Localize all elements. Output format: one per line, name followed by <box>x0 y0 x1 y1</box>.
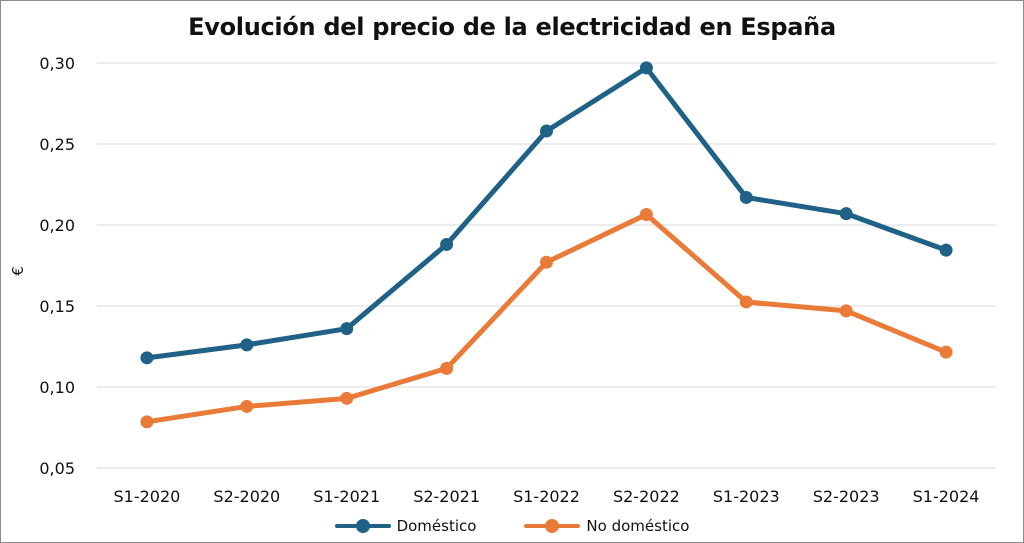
y-tick-label: 0,10 <box>39 378 75 397</box>
series-line <box>144 211 949 425</box>
x-axis-ticks: S1-2020 S2-2020 S1-2021 S2-2021 S1-2022 S2-20… <box>114 487 980 506</box>
legend-label: No doméstico <box>586 517 690 535</box>
legend-item: Doméstico <box>334 517 477 535</box>
gridlines <box>97 62 996 469</box>
legend-swatch <box>334 519 391 533</box>
legend-label: Doméstico <box>396 517 477 535</box>
x-tick-label: S1-2022 <box>513 487 580 506</box>
x-tick-label: S1-2023 <box>713 487 780 506</box>
y-tick-label: 0,15 <box>39 297 75 316</box>
x-tick-label: S2-2020 <box>213 487 280 506</box>
data-point <box>340 391 354 405</box>
data-point <box>540 255 553 269</box>
data-point <box>739 190 753 204</box>
data-point <box>440 361 454 375</box>
x-tick-label: S2-2021 <box>413 487 480 506</box>
data-point <box>140 351 154 365</box>
chart-title: Evolución del precio de la electricidad … <box>188 13 836 41</box>
x-tick-label: S2-2022 <box>613 487 680 506</box>
y-tick-label: 0,20 <box>39 216 75 235</box>
legend-marker <box>355 519 370 533</box>
chart-legend: Doméstico No doméstico <box>1 514 1023 538</box>
y-tick-label: 0,25 <box>39 135 75 154</box>
x-tick-label: S1-2020 <box>114 487 181 506</box>
data-point <box>739 295 753 309</box>
x-tick-label: S2-2023 <box>813 487 880 506</box>
data-point <box>639 61 653 75</box>
legend-swatch <box>524 519 581 533</box>
data-point <box>240 338 254 352</box>
series-layer <box>140 61 953 429</box>
data-point <box>140 415 154 429</box>
legend-item: No doméstico <box>524 517 689 535</box>
data-point <box>839 207 853 221</box>
y-axis-label: € <box>9 266 27 276</box>
y-axis-ticks: 0,05 0,10 0,15 0,20 0,25 0,30 <box>39 54 75 478</box>
data-point <box>340 322 354 336</box>
series-line <box>144 65 949 361</box>
data-point <box>939 345 953 359</box>
series-1 <box>140 61 953 365</box>
data-point <box>540 124 553 138</box>
data-point <box>639 207 653 221</box>
x-tick-label: S1-2021 <box>313 487 380 506</box>
series-2 <box>140 207 953 429</box>
data-point <box>839 304 853 318</box>
data-point <box>440 237 454 251</box>
x-tick-label: S1-2024 <box>913 487 980 506</box>
data-point <box>240 399 254 413</box>
legend-marker <box>545 519 560 533</box>
y-tick-label: 0,05 <box>39 459 75 478</box>
y-tick-label: 0,30 <box>39 54 75 73</box>
data-point <box>939 243 953 257</box>
